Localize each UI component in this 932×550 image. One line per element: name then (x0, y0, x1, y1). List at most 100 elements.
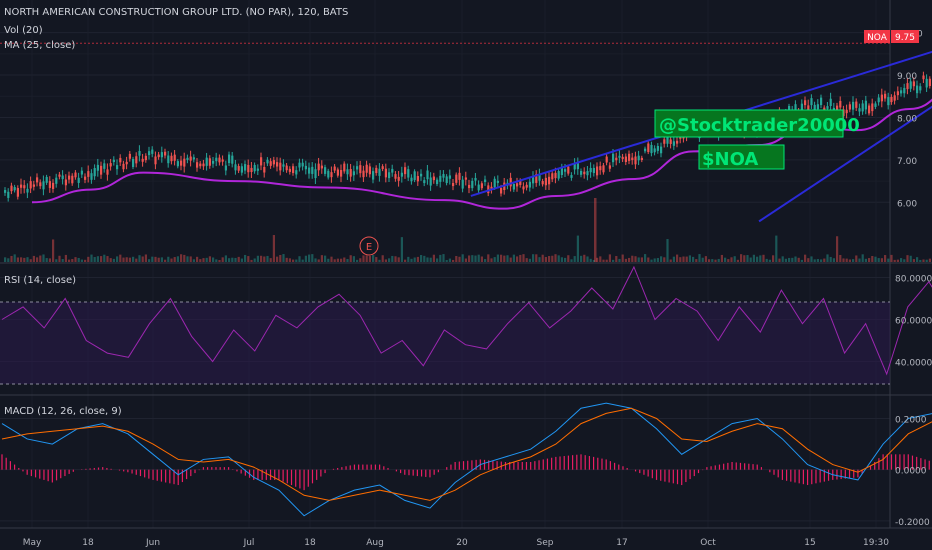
volume-bar (416, 256, 419, 262)
volume-bar (29, 259, 32, 262)
volume-bar (48, 258, 51, 262)
volume-bar (893, 259, 896, 262)
volume-bar (477, 254, 480, 262)
candle-body (39, 182, 42, 187)
candle-body (836, 105, 839, 113)
volume-bar (724, 257, 727, 262)
time-tick-label: 18 (304, 538, 316, 548)
candle-body (52, 182, 55, 189)
candle-body (404, 167, 407, 175)
volume-bar (583, 254, 586, 262)
candle-body (282, 164, 285, 167)
volume-bar (685, 256, 688, 262)
volume-bar (196, 256, 199, 262)
volume-bar (746, 255, 749, 262)
candle-body (375, 167, 378, 174)
candle-body (90, 173, 93, 180)
volume-bar (618, 258, 621, 262)
volume-bar (400, 237, 403, 262)
volume-bar (106, 256, 109, 262)
candle-body (301, 162, 304, 167)
volume-bar (372, 255, 375, 262)
candle-body (599, 166, 602, 171)
candle-body (228, 154, 231, 164)
volume-bar (352, 256, 355, 262)
volume-bar (74, 257, 77, 262)
volume-bar (784, 258, 787, 262)
volume-bar (212, 257, 215, 262)
trendline-upper[interactable] (470, 22, 932, 197)
candle-body (128, 153, 131, 159)
volume-bar (928, 258, 931, 262)
candle-body (919, 86, 922, 91)
volume-bar (224, 255, 227, 262)
candle-body (644, 148, 647, 152)
volume-bar (135, 258, 138, 262)
volume-bar (128, 257, 131, 262)
candle-body (362, 170, 365, 178)
candle-body (173, 154, 176, 161)
volume-bar (144, 254, 147, 262)
volume-bar (842, 258, 845, 262)
candle-body (189, 156, 192, 161)
candle-body (583, 171, 586, 175)
rsi-axis[interactable]: 40.0000 60.0000 80.0000 (895, 275, 932, 369)
candle-body (202, 163, 205, 167)
time-axis[interactable]: May 18 Jun Jul 18 Aug 20 Sep 17 Oct 15 19:30 (23, 538, 890, 548)
volume-bar (119, 254, 122, 262)
candle-body (237, 166, 240, 171)
volume-bar (717, 258, 720, 262)
volume-bar (192, 259, 195, 262)
volume-bar (781, 256, 784, 262)
volume-bar (586, 256, 589, 262)
time-tick-label: May (23, 538, 42, 548)
candle-body (618, 155, 621, 158)
volume-bar (432, 254, 435, 262)
candle-body (304, 165, 307, 170)
volume-bar (125, 257, 128, 262)
price-badge-value: 9.75 (895, 33, 915, 43)
volume-bar (839, 254, 842, 262)
earnings-marker[interactable]: E (359, 236, 379, 256)
volume-bar (256, 255, 259, 262)
volume-bar (919, 259, 922, 262)
volume-bar (855, 255, 858, 262)
panel-separators (0, 0, 932, 529)
volume-bar (244, 254, 247, 262)
volume-bar (733, 256, 736, 262)
candle-body (394, 174, 397, 179)
volume-bar (576, 235, 579, 262)
rsi-line (1, 265, 932, 376)
candle-body (192, 157, 195, 160)
volume-bar (548, 256, 551, 262)
volume-bar (503, 255, 506, 262)
candle-body (397, 176, 400, 181)
volume-bar (512, 254, 515, 262)
candle-body (666, 136, 669, 144)
volume-bar (461, 254, 464, 262)
volume-bar (228, 258, 231, 262)
volume-bar (868, 258, 871, 262)
volume-bar (215, 259, 218, 262)
candle-body (528, 181, 531, 188)
candle-body (384, 168, 387, 178)
candle-body (244, 164, 247, 171)
candle-body (612, 153, 615, 163)
volume-bar (378, 259, 381, 262)
candle-body (346, 169, 349, 175)
macd-axis[interactable]: -0.2000 0.0000 0.2000 (895, 415, 930, 527)
candle-body (848, 104, 851, 110)
macd-line (1, 402, 932, 517)
volume-bar (320, 255, 323, 262)
volume-bar (544, 257, 547, 262)
candle-body (903, 87, 906, 94)
candle-body (413, 171, 416, 181)
ma-line (31, 98, 932, 210)
candle-body (442, 174, 445, 178)
volume-bar (858, 258, 861, 262)
candle-body (48, 181, 51, 188)
price-badge: NOA 9.75 (864, 30, 919, 43)
volume-bar (452, 259, 455, 262)
trendline-lower[interactable] (758, 30, 932, 223)
